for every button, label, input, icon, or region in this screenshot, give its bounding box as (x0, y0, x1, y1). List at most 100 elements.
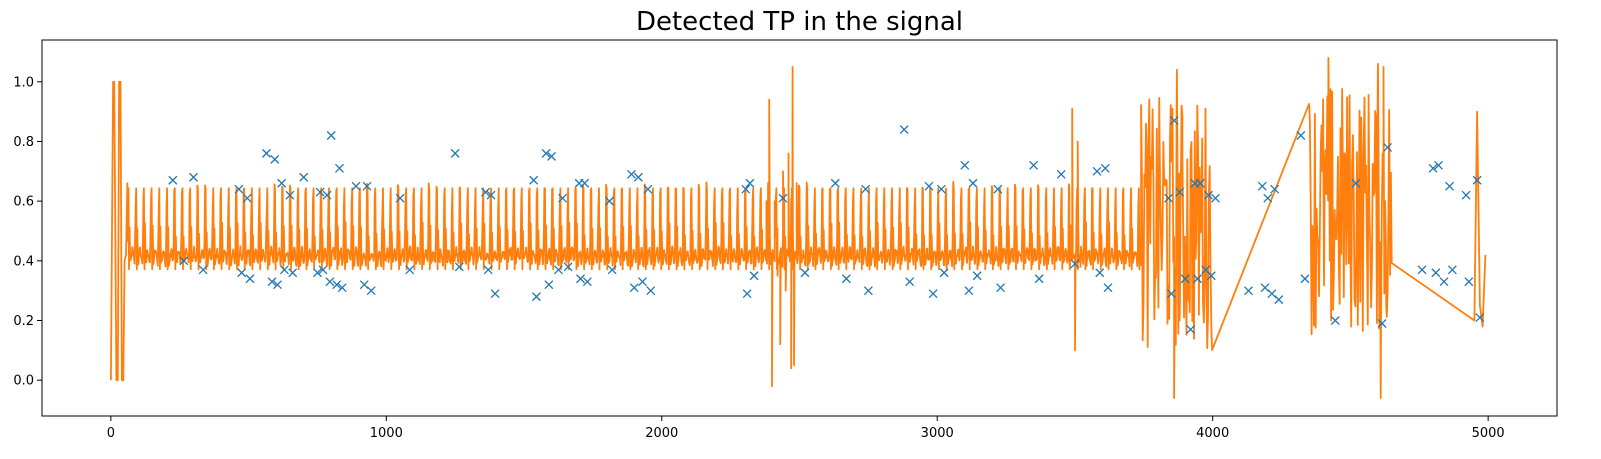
tp-marker (1034, 274, 1044, 284)
tp-marker (1175, 187, 1185, 197)
y-tick-label: 0.4 (13, 254, 34, 269)
tp-marker (544, 280, 554, 290)
chart-title: Detected TP in the signal (636, 7, 963, 37)
tp-marker (939, 268, 949, 278)
tp-marker (234, 184, 244, 194)
tp-marker (1351, 178, 1361, 188)
tp-marker (1270, 184, 1280, 194)
tp-marker (1180, 274, 1190, 284)
tp-marker (1164, 193, 1174, 203)
tp-marker (198, 265, 208, 275)
tp-marker (800, 268, 810, 278)
tp-marker (325, 277, 335, 287)
tp-marker (1210, 193, 1220, 203)
tp-marker (454, 262, 464, 272)
tp-marker (830, 178, 840, 188)
tp-marker (745, 178, 755, 188)
tp-marker (486, 190, 496, 200)
tp-marker (863, 286, 873, 296)
tp-marker (335, 163, 344, 173)
tp-marker (262, 148, 271, 158)
x-tick-label: 3000 (921, 426, 954, 441)
tp-marker (277, 178, 287, 188)
tp-marker (395, 193, 405, 203)
tp-marker (366, 286, 376, 296)
tp-marker (337, 283, 347, 293)
tp-marker (1095, 268, 1105, 278)
y-tick-label: 0.6 (13, 195, 34, 210)
tp-marker (1475, 313, 1485, 322)
tp-marker (288, 268, 298, 278)
y-axis: 0.0 0.2 0.4 0.6 0.8 1.0 (13, 75, 42, 389)
tp-marker (245, 274, 255, 284)
tp-marker (1330, 316, 1340, 325)
tp-marker (576, 274, 585, 284)
tp-marker (996, 283, 1006, 293)
tp-marker (936, 184, 946, 194)
tp-marker (273, 280, 282, 290)
x-tick-label: 4000 (1196, 426, 1229, 441)
tp-marker (643, 184, 653, 194)
tp-marker (1300, 274, 1310, 284)
y-tick-label: 0.8 (13, 135, 34, 150)
x-axis: 0 1000 2000 3000 4000 5000 (107, 416, 1505, 441)
signal-line (110, 57, 1487, 399)
tp-marker (483, 265, 493, 275)
tp-marker (861, 184, 871, 194)
tp-marker (627, 169, 636, 179)
plot-frame (41, 39, 1558, 417)
tp-marker (1267, 289, 1277, 299)
tp-marker (778, 193, 788, 203)
y-tick-label: 0.2 (13, 314, 34, 329)
tp-marker (1100, 163, 1110, 173)
tp-marker (1206, 271, 1216, 281)
tp-marker (563, 262, 573, 272)
x-tick-label: 2000 (645, 426, 678, 441)
tp-marker (1431, 268, 1441, 278)
tp-marker (318, 265, 328, 275)
tp-marker (1274, 295, 1284, 305)
tp-marker (554, 265, 563, 275)
tp-marker (1417, 265, 1427, 275)
tp-marker (741, 184, 751, 194)
tp-marker (604, 196, 614, 206)
tp-marker (1461, 190, 1471, 200)
tp-marker (1263, 193, 1273, 203)
tp-marker (1193, 274, 1202, 284)
tp-marker (541, 148, 551, 158)
tp-marker (179, 256, 189, 266)
tp-marker (742, 289, 752, 299)
tp-marker (924, 181, 934, 191)
tp-marker (968, 178, 978, 188)
tp-marker (1195, 178, 1205, 188)
tp-marker (405, 265, 415, 275)
tp-marker (1056, 169, 1066, 179)
tp-marker (899, 125, 909, 134)
tp-marker (267, 277, 277, 287)
tp-marker (580, 178, 590, 188)
tp-marker (531, 292, 541, 302)
tp-marker (279, 265, 289, 275)
tp-marker (841, 274, 851, 284)
tp-marker (351, 181, 361, 191)
tp-marker (638, 277, 647, 287)
tp-marker (1166, 289, 1176, 299)
x-tick-label: 5000 (1472, 426, 1505, 441)
tp-marker (972, 271, 982, 281)
tp-marker (1434, 160, 1444, 170)
tp-marker (1070, 259, 1080, 269)
tp-marker (1383, 142, 1393, 152)
tp-marker (1169, 116, 1179, 126)
tp-marker (529, 175, 539, 185)
tp-marker (299, 172, 309, 182)
x-tick-label: 1000 (370, 426, 403, 441)
tp-marker (1377, 319, 1387, 328)
tp-marker (1092, 166, 1102, 176)
y-tick-label: 1.0 (13, 75, 34, 90)
tp-marker (964, 286, 974, 296)
tp-marker (1186, 325, 1196, 334)
tp-marker (168, 175, 178, 185)
tp-marker (749, 271, 759, 281)
tp-marker (481, 187, 490, 197)
